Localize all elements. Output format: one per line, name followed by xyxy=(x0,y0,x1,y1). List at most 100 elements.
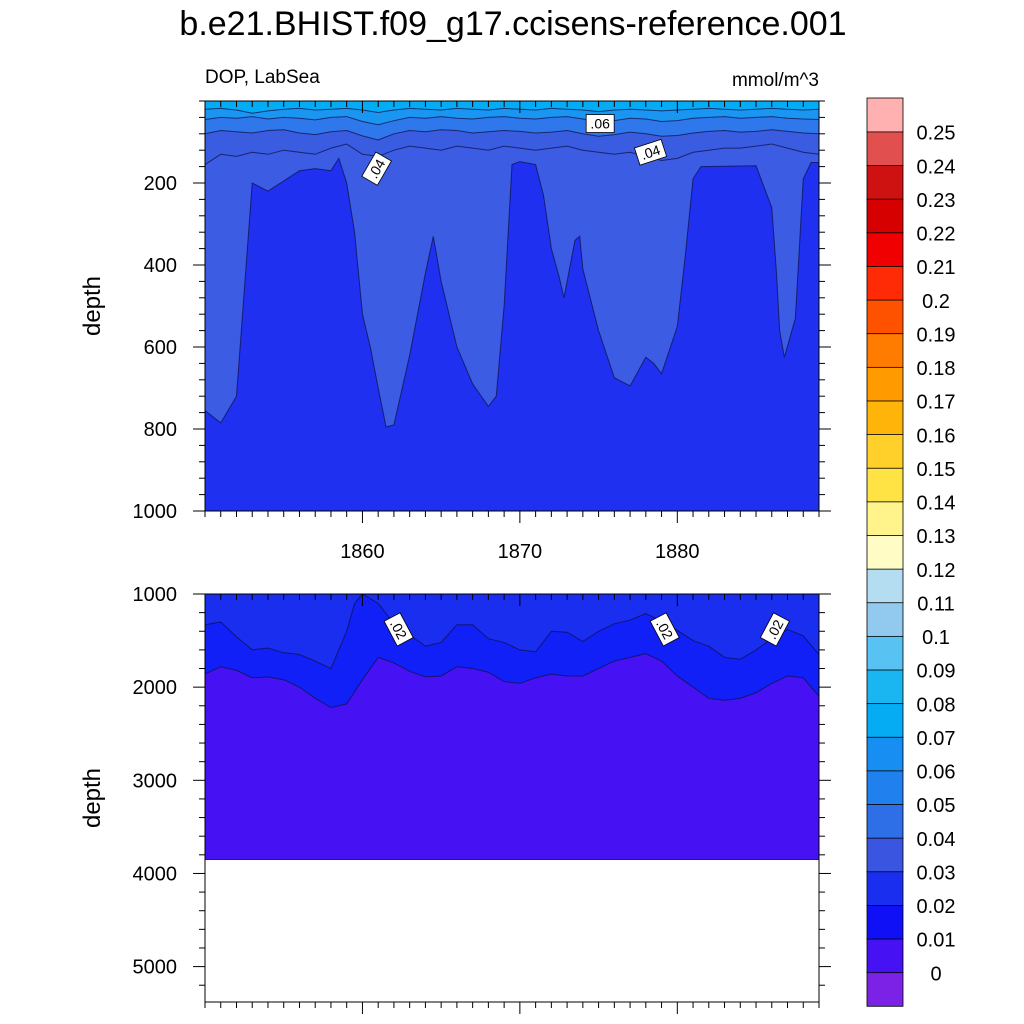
colorbar-swatch xyxy=(866,467,904,503)
upper-contour-label-box xyxy=(585,114,615,133)
colorbar-label: 0.2 xyxy=(922,291,950,313)
upper-y-tick-label: 600 xyxy=(144,337,177,359)
colorbar-swatch xyxy=(866,602,904,637)
colorbar-label: 0.03 xyxy=(917,862,956,884)
colorbar-swatch xyxy=(866,433,904,469)
upper-contour-lines xyxy=(204,107,820,428)
lower-y-tick-label: 3000 xyxy=(133,770,178,792)
lower-contour-line-0.02 xyxy=(204,593,820,670)
lower-contour-fills xyxy=(205,594,819,860)
lower-contour-line-0.01 xyxy=(204,653,820,709)
colorbar-swatch xyxy=(866,299,904,335)
colorbar-swatch xyxy=(866,702,904,738)
upper-y-tick-label: 800 xyxy=(144,419,177,441)
lower-contour-label-0: .02 xyxy=(383,612,414,647)
colorbar-label: 0.23 xyxy=(917,190,956,212)
colorbar-label: 0.13 xyxy=(917,526,956,548)
lower-y-tick-label: 1000 xyxy=(133,584,178,606)
colorbar-label: 0.11 xyxy=(917,593,954,615)
colorbar-swatch xyxy=(866,803,904,839)
colorbar-swatch xyxy=(866,333,904,368)
upper-contour-label-box xyxy=(361,151,392,186)
upper-y-tick-label: 200 xyxy=(144,173,177,195)
upper-y-tick-label: 400 xyxy=(144,255,177,277)
upper-plot-frame xyxy=(204,100,820,512)
lower-contour-panel: .02 .02 .02 1000 2000 3000 4000 5000 depth xyxy=(79,584,831,1014)
colorbar-swatch xyxy=(866,164,904,200)
lower-plot-frame xyxy=(204,593,820,1003)
upper-axes: 1860 1870 1880 200 400 600 800 1000 xyxy=(133,100,831,563)
colorbar-swatch xyxy=(866,568,904,604)
upper-subtitle-right: mmol/m^3 xyxy=(732,70,819,91)
upper-contour-line-0.07 xyxy=(204,107,820,114)
upper-contour-line-0.06 xyxy=(204,116,820,126)
colorbar-label: 0.16 xyxy=(917,425,956,447)
colorbar-label: 0.04 xyxy=(917,829,956,851)
lower-y-axis-label: depth xyxy=(79,768,106,828)
upper-x-tick-label: 1860 xyxy=(340,541,385,563)
colorbar-label: 0.07 xyxy=(917,728,956,750)
lower-contour-label-box xyxy=(383,612,414,647)
lower-contour-labels: .02 .02 .02 xyxy=(383,612,790,647)
colorbar-swatch xyxy=(866,131,904,166)
lower-contour-label-box xyxy=(649,612,680,647)
upper-x-tick-label: 1870 xyxy=(498,541,543,563)
upper-contour-line-0.05 xyxy=(204,129,820,141)
colorbar-label: 0.22 xyxy=(917,224,956,246)
colorbar-swatch xyxy=(866,501,904,536)
colorbar-label: 0.12 xyxy=(917,560,956,582)
lower-contour-label-box xyxy=(759,612,790,647)
colorbar-label: 0.25 xyxy=(917,123,956,145)
colorbar-label: 0.15 xyxy=(917,459,956,481)
upper-contour-label-text: .04 xyxy=(639,142,663,163)
colorbar-label: 0.14 xyxy=(917,493,956,515)
colorbar-swatch xyxy=(866,635,904,671)
upper-contour-panel: DOP, LabSea mmol/m^3 .06 .04 .04 1860 1870 1… xyxy=(79,67,831,563)
upper-fill-above-0.03 xyxy=(205,101,819,427)
upper-contour-label-0: .06 xyxy=(585,114,615,133)
lower-contour-label-1: .02 xyxy=(649,612,680,647)
upper-contour-line-0.04 xyxy=(204,143,820,165)
colorbar-label: 0 xyxy=(930,963,941,985)
upper-subtitle-left: DOP, LabSea xyxy=(205,67,320,88)
upper-contour-labels: .06 .04 .04 xyxy=(361,114,668,186)
colorbar-swatch xyxy=(866,366,904,402)
colorbar-label: 0.21 xyxy=(917,257,956,279)
colorbar-label: 0.01 xyxy=(917,930,956,952)
upper-contour-label-2: .04 xyxy=(361,151,392,186)
colorbar-swatch xyxy=(866,232,904,267)
upper-contour-label-box xyxy=(633,138,668,166)
colorbar-swatch xyxy=(866,837,904,873)
main-title: b.e21.BHIST.f09_g17.ccisens-reference.00… xyxy=(179,5,846,43)
colorbar-swatch xyxy=(866,770,904,805)
upper-contour-label-1: .04 xyxy=(633,138,668,166)
colorbar-label: 0.09 xyxy=(917,661,956,683)
colorbar-label: 0.05 xyxy=(917,795,956,817)
colorbar-label: 0.02 xyxy=(917,896,956,918)
lower-contour-lines xyxy=(204,593,820,860)
upper-contour-fills xyxy=(205,101,819,511)
lower-contour-label-2: .02 xyxy=(759,612,790,647)
colorbar-swatch xyxy=(866,97,904,133)
colorbar: 0 0.01 0.02 0.03 0.04 0.05 0.06 0.07 0.08 0.09 0.1… xyxy=(866,97,956,1007)
colorbar-swatch xyxy=(866,736,904,772)
upper-y-tick-label: 1000 xyxy=(133,501,178,523)
colorbar-swatch xyxy=(866,971,904,1007)
lower-axes: 1000 2000 3000 4000 5000 xyxy=(133,584,831,1014)
colorbar-swatch xyxy=(866,534,904,570)
colorbar-swatch xyxy=(866,871,904,906)
colorbar-label: 0.24 xyxy=(917,156,956,178)
colorbar-swatch xyxy=(866,198,904,234)
colorbar-swatch xyxy=(866,400,904,436)
lower-y-tick-label: 2000 xyxy=(133,677,178,699)
colorbar-label: 0.06 xyxy=(917,762,956,784)
colorbar-label: 0.17 xyxy=(917,392,956,414)
lower-fill-level-0.01 xyxy=(205,653,819,860)
colorbar-label: 0.08 xyxy=(917,694,956,716)
colorbar-label: 0.19 xyxy=(917,324,956,346)
colorbar-swatch xyxy=(866,669,904,705)
colorbar-swatch xyxy=(866,938,904,974)
colorbar-swatch xyxy=(866,904,904,940)
lower-y-tick-label: 5000 xyxy=(133,957,178,979)
